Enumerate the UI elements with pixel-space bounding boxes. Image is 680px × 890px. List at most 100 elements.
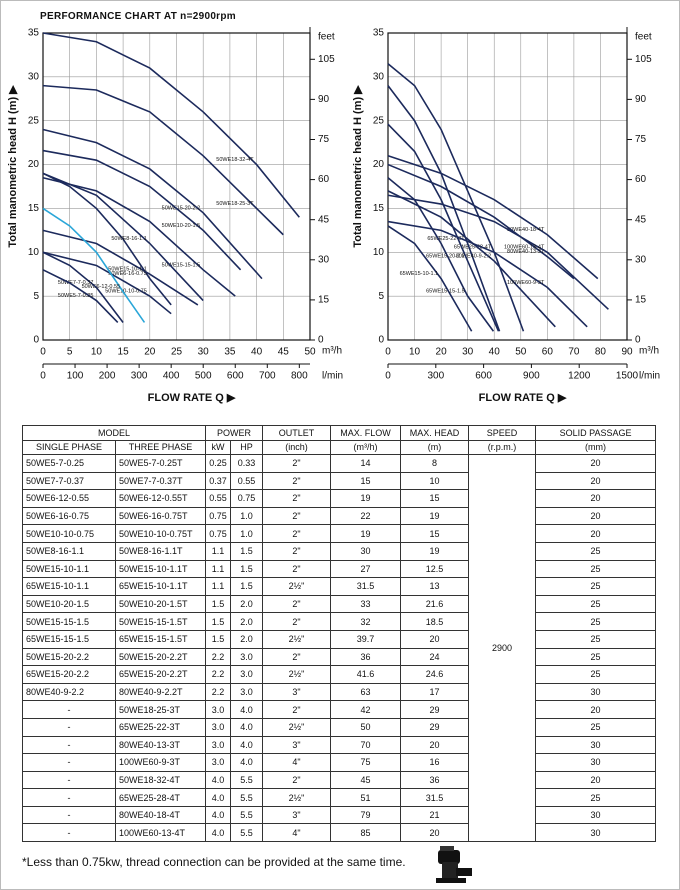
table-cell: 25 (535, 577, 657, 596)
y2-tick-label: 15 (318, 295, 330, 306)
y2-tick-label: 0 (318, 335, 324, 346)
table-cell: 63 (330, 682, 402, 702)
table-cell: 20 (535, 700, 657, 719)
table-cell: 36 (400, 770, 470, 790)
y-tick-label: 30 (28, 71, 40, 82)
curve (42, 229, 199, 306)
table-cell: 25 (535, 788, 657, 807)
table-cell: 4.0 (230, 735, 264, 755)
spec-table: MODEL POWER OUTLET MAX. FLOW MAX. HEAD SPEED S… (21, 425, 657, 843)
x2-tick-label: 400 (163, 371, 180, 382)
x-axis-label: FLOW RATE Q ▶ (479, 392, 567, 404)
table-cell: 2" (262, 524, 332, 543)
table-cell: 4.0 (230, 717, 264, 737)
table-cell: 10 (400, 471, 470, 491)
y-tick-label: 20 (28, 159, 40, 170)
table-cell: 50WE15-20-2.2T (114, 647, 207, 667)
x-tick-label: 30 (198, 347, 210, 358)
x-tick-label: 0 (385, 347, 391, 358)
header-cell: SOLID PASSAGE (535, 425, 657, 441)
table-cell: 36 (330, 647, 402, 667)
y2-tick-label: 15 (635, 295, 647, 306)
table-cell: 30 (535, 805, 657, 825)
curve-label: 65WE15-20-2.2 (426, 254, 465, 260)
table-cell: 8 (400, 454, 470, 473)
x-tick-label: 0 (40, 347, 46, 358)
curve (42, 149, 242, 271)
table-cell: 25 (535, 647, 657, 667)
table-cell: 16 (400, 753, 470, 772)
table-cell: 25 (535, 559, 657, 579)
x2-unit: l/min (639, 371, 660, 382)
table-cell: 30 (535, 735, 657, 755)
y2-tick-label: 90 (318, 94, 330, 105)
table-cell: 45 (330, 770, 402, 790)
table-cell: 24 (400, 647, 470, 667)
table-cell: 0.33 (230, 454, 264, 473)
table-cell: 5.5 (230, 805, 264, 825)
table-cell: 50WE18-32-4T (114, 770, 207, 790)
x-axis-label: FLOW RATE Q ▶ (148, 392, 236, 404)
y-tick-label: 15 (28, 203, 40, 214)
x2-tick-label: 200 (99, 371, 116, 382)
y2-tick-label: 60 (635, 174, 647, 185)
curve (42, 172, 204, 302)
table-cell: 19 (400, 541, 470, 561)
curve (387, 163, 575, 280)
table-cell: 31.5 (400, 788, 470, 807)
table-cell: 29 (400, 700, 470, 719)
table-cell: 2.0 (230, 629, 264, 649)
x2-tick-label: 600 (475, 371, 492, 382)
table-cell: 39.7 (330, 629, 402, 649)
table-cell: 50WE7-7-0.37T (114, 471, 207, 491)
table-cell: 1.1 (205, 541, 232, 561)
curve-label: 80WE40-9-2.2 (456, 254, 491, 260)
curve-label: 50WE10-20-1.5 (162, 223, 201, 229)
x-tick-label: 35 (224, 347, 236, 358)
table-cell: 50WE8-16-1.1T (114, 541, 207, 561)
table-cell: 50WE10-20-1.5T (114, 594, 207, 614)
table-cell: 20 (400, 823, 470, 843)
x-tick-label: 5 (67, 347, 73, 358)
y2-tick-label: 75 (635, 134, 647, 145)
table-cell: 65WE15-15-1.5 (22, 629, 116, 649)
curve-label: 100WE60-13-4T (504, 245, 545, 251)
table-cell: 20 (535, 524, 657, 543)
curve (42, 251, 172, 315)
table-cell: 0.25 (205, 454, 232, 473)
table-cell: 2" (262, 612, 332, 631)
curve (42, 84, 284, 236)
header-cell: SINGLE PHASE (22, 439, 116, 455)
table-cell: 17 (400, 682, 470, 702)
y-tick-label: 0 (378, 335, 384, 346)
table-cell: 1.1 (205, 559, 232, 579)
y2-tick-label: 90 (635, 94, 647, 105)
y-axis-label: Total manometric head H (m) ▶ (7, 85, 19, 248)
table-cell: 4.0 (205, 770, 232, 790)
table-cell: 100WE60-9-3T (114, 753, 207, 772)
curve-label: 65WE25-22-3T (427, 236, 465, 242)
header-cell: MAX. FLOW (330, 425, 402, 441)
table-cell: 0.55 (230, 471, 264, 491)
y-tick-label: 15 (373, 203, 385, 214)
y2-tick-label: 75 (318, 134, 330, 145)
curve-label: 50WE8-16-1.1 (111, 236, 146, 242)
table-cell: 25 (535, 717, 657, 737)
table-cell: 30 (535, 753, 657, 772)
table-cell: 25 (535, 612, 657, 631)
table-cell: 50WE6-12-0.55 (22, 489, 116, 508)
curve (42, 269, 119, 324)
table-cell: 85 (330, 823, 402, 843)
table-cell: 1.5 (230, 577, 264, 596)
y-tick-label: 25 (28, 115, 40, 126)
table-cell: 1.1 (205, 577, 232, 596)
table-cell: 1.0 (230, 506, 264, 526)
table-cell: 13 (400, 577, 470, 596)
table-cell: 1.5 (205, 612, 232, 631)
table-cell: 70 (330, 735, 402, 755)
x-tick-label: 40 (489, 347, 501, 358)
table-cell: 12.5 (400, 559, 470, 579)
header-cell: THREE PHASE (114, 439, 207, 455)
